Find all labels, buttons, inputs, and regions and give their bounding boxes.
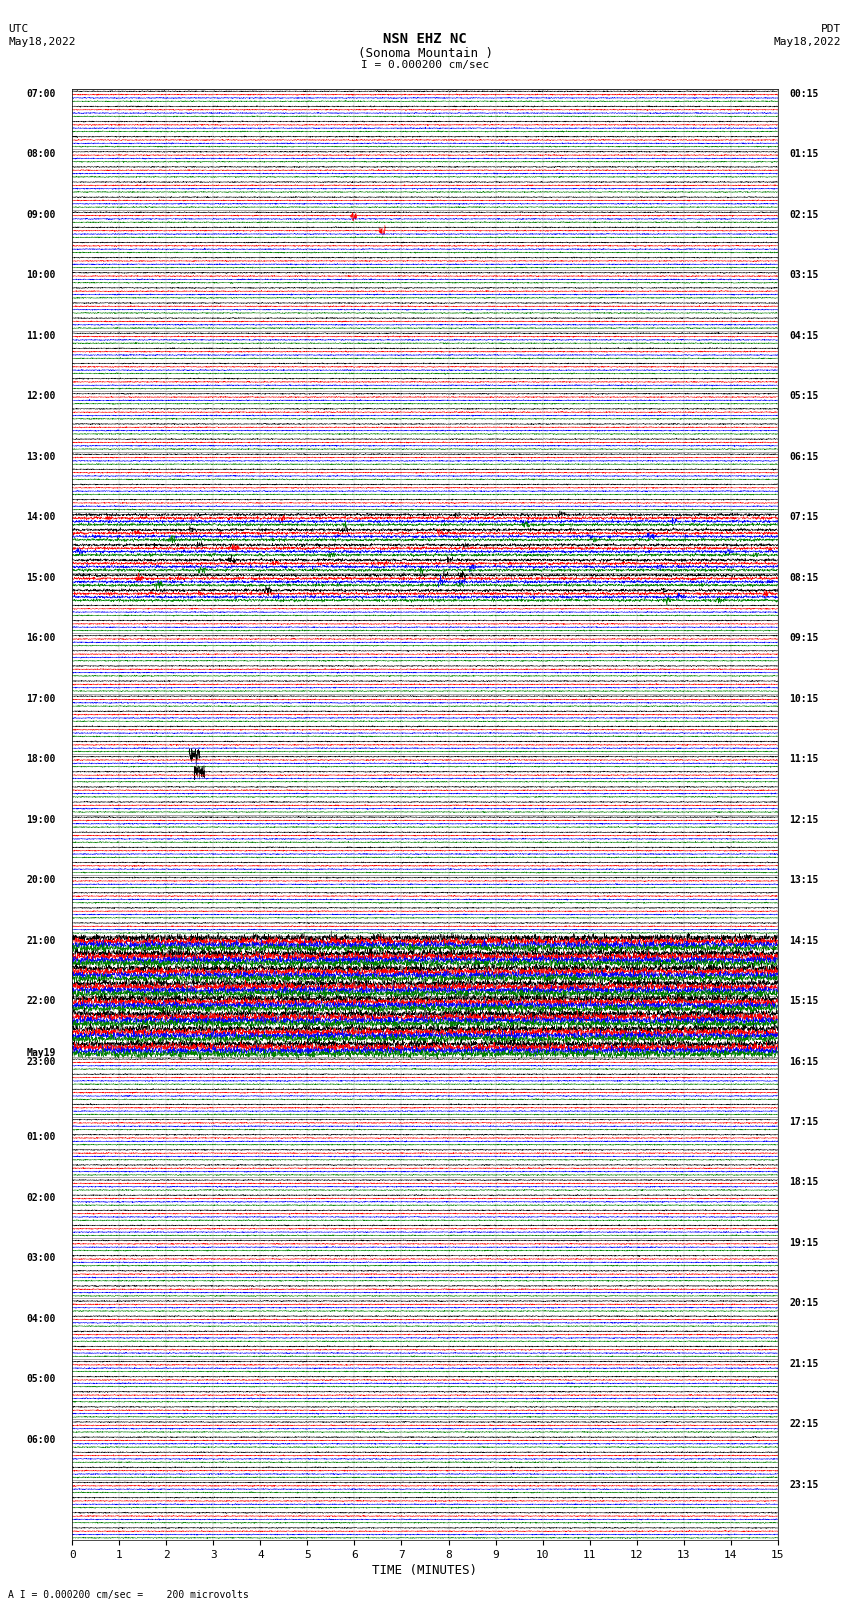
Text: 04:00: 04:00 — [26, 1313, 56, 1324]
Text: 07:00: 07:00 — [26, 89, 56, 98]
Text: 23:15: 23:15 — [790, 1481, 819, 1490]
Text: 12:00: 12:00 — [26, 392, 56, 402]
Text: 02:15: 02:15 — [790, 210, 819, 219]
Text: 09:15: 09:15 — [790, 634, 819, 644]
Text: May19: May19 — [26, 1048, 56, 1058]
Text: 19:15: 19:15 — [790, 1239, 819, 1248]
Text: 13:15: 13:15 — [790, 876, 819, 886]
Text: (Sonoma Mountain ): (Sonoma Mountain ) — [358, 47, 492, 60]
Text: 23:00: 23:00 — [26, 1057, 56, 1066]
Text: 20:00: 20:00 — [26, 876, 56, 886]
Text: 13:00: 13:00 — [26, 452, 56, 461]
Text: 15:15: 15:15 — [790, 997, 819, 1007]
Text: 12:15: 12:15 — [790, 815, 819, 824]
Text: 14:00: 14:00 — [26, 513, 56, 523]
Text: 16:15: 16:15 — [790, 1057, 819, 1066]
Text: 10:00: 10:00 — [26, 271, 56, 281]
Text: 01:15: 01:15 — [790, 150, 819, 160]
Text: A I = 0.000200 cm/sec =    200 microvolts: A I = 0.000200 cm/sec = 200 microvolts — [8, 1590, 249, 1600]
Text: 06:15: 06:15 — [790, 452, 819, 461]
Text: 00:15: 00:15 — [790, 89, 819, 98]
Text: 17:00: 17:00 — [26, 694, 56, 703]
Text: 01:00: 01:00 — [26, 1132, 56, 1142]
Text: 09:00: 09:00 — [26, 210, 56, 219]
Text: 11:15: 11:15 — [790, 755, 819, 765]
Text: 16:00: 16:00 — [26, 634, 56, 644]
Text: 10:15: 10:15 — [790, 694, 819, 703]
Text: PDT: PDT — [821, 24, 842, 34]
Text: 05:00: 05:00 — [26, 1374, 56, 1384]
Text: UTC: UTC — [8, 24, 29, 34]
Text: 06:00: 06:00 — [26, 1434, 56, 1445]
Text: 22:15: 22:15 — [790, 1419, 819, 1429]
Text: 03:00: 03:00 — [26, 1253, 56, 1263]
Text: 03:15: 03:15 — [790, 271, 819, 281]
Text: 18:00: 18:00 — [26, 755, 56, 765]
Text: May18,2022: May18,2022 — [8, 37, 76, 47]
Text: 21:00: 21:00 — [26, 936, 56, 945]
Text: 04:15: 04:15 — [790, 331, 819, 340]
Text: 08:15: 08:15 — [790, 573, 819, 582]
Text: NSN EHZ NC: NSN EHZ NC — [383, 32, 467, 47]
X-axis label: TIME (MINUTES): TIME (MINUTES) — [372, 1565, 478, 1578]
Text: 18:15: 18:15 — [790, 1177, 819, 1187]
Text: May18,2022: May18,2022 — [774, 37, 842, 47]
Text: 07:15: 07:15 — [790, 513, 819, 523]
Text: 02:00: 02:00 — [26, 1192, 56, 1203]
Text: 21:15: 21:15 — [790, 1358, 819, 1369]
Text: 20:15: 20:15 — [790, 1298, 819, 1308]
Text: 08:00: 08:00 — [26, 150, 56, 160]
Text: 22:00: 22:00 — [26, 997, 56, 1007]
Text: 17:15: 17:15 — [790, 1118, 819, 1127]
Text: 05:15: 05:15 — [790, 392, 819, 402]
Text: 14:15: 14:15 — [790, 936, 819, 945]
Text: 19:00: 19:00 — [26, 815, 56, 824]
Text: 11:00: 11:00 — [26, 331, 56, 340]
Text: 15:00: 15:00 — [26, 573, 56, 582]
Text: I = 0.000200 cm/sec: I = 0.000200 cm/sec — [361, 60, 489, 69]
